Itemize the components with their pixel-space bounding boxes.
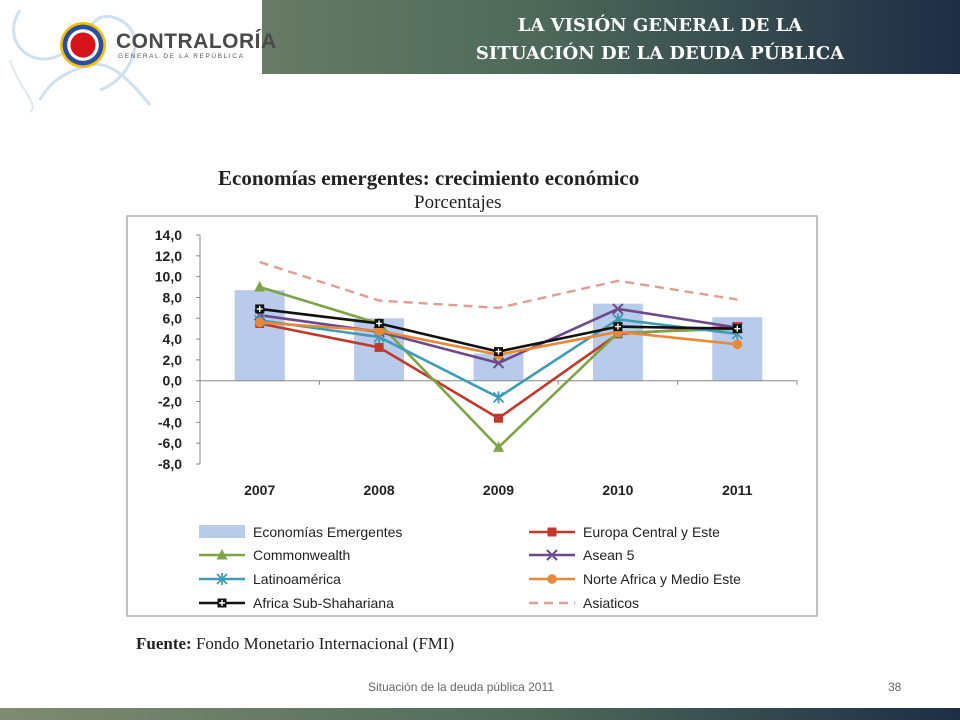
logo: CONTRALORÍA GENERAL DE LA REPÚBLICA: [0, 0, 276, 116]
footer-text: Situación de la deuda pública 2011: [368, 680, 554, 694]
legend-label-asean-5: Asean 5: [583, 547, 635, 563]
y-tick-label: 8,0: [163, 289, 183, 305]
footer-band: [0, 708, 960, 720]
bar-2007: [234, 290, 285, 381]
point-latinoam-rica-2009: [492, 391, 505, 404]
legend-marker-europa-central-y-este: [547, 527, 557, 537]
y-tick-label: -8,0: [158, 456, 182, 472]
point-europa-central-y-este-2008: [374, 342, 384, 352]
x-tick-label: 2007: [244, 482, 275, 498]
slide-title-line1: LA VISIÓN GENERAL DE LA: [517, 15, 803, 36]
point-asean-5-2010: [612, 303, 624, 315]
y-tick-label: 14,0: [155, 227, 182, 243]
x-tick-label: 2011: [722, 482, 753, 498]
point-asean-5-2009: [492, 357, 505, 369]
y-tick-label: 10,0: [155, 269, 182, 285]
chart-subtitle: Porcentajes: [414, 192, 502, 213]
logo-name: CONTRALORÍA: [116, 30, 277, 53]
x-tick-label: 2010: [602, 482, 633, 498]
point-norte-africa-y-medio-este-2011: [732, 339, 743, 350]
legend-label-norte-africa-y-medio-este: Norte Africa y Medio Este: [583, 571, 741, 587]
y-tick-label: 0,0: [163, 373, 183, 389]
logo-seal-icon: [60, 22, 106, 68]
point-commonwealth-2007: [254, 281, 266, 292]
y-tick-label: 2,0: [163, 352, 183, 368]
legend-label-africa-sub-shahariana: Africa Sub-Shahariana: [253, 595, 394, 611]
point-norte-africa-y-medio-este-2008: [374, 325, 384, 336]
y-tick-label: -2,0: [158, 394, 182, 410]
slide-title-line2: SITUACIÓN DE LA DEUDA PÚBLICA: [475, 43, 845, 64]
legend-marker-latinoam-rica: [216, 573, 228, 585]
legend-marker-commonwealth: [216, 549, 228, 560]
series-line-asiaticos: [259, 260, 738, 310]
point-africa-sub-shahariana-2011-cross: [734, 325, 741, 332]
y-tick-label: 12,0: [155, 248, 182, 264]
y-tick-label: 6,0: [163, 310, 183, 326]
point-norte-africa-y-medio-este-2007: [254, 317, 265, 328]
legend-marker-norte-africa-y-medio-este: [547, 574, 557, 584]
page-number: 38: [888, 680, 902, 694]
chart-title: Economías emergentes: crecimiento económ…: [218, 166, 640, 190]
point-africa-sub-shahariana-2010-cross: [614, 323, 621, 330]
chart-frame: [126, 215, 818, 617]
legend-label-econom-as-emergentes: Economías Emergentes: [253, 524, 402, 540]
y-tick-label: 4,0: [163, 331, 183, 347]
legend-label-commonwealth: Commonwealth: [253, 547, 350, 563]
x-tick-label: 2008: [364, 482, 395, 498]
y-tick-label: -6,0: [158, 435, 182, 451]
point-africa-sub-shahariana-2008-cross: [376, 320, 383, 327]
logo-subtitle: GENERAL DE LA REPÚBLICA: [118, 53, 245, 60]
point-africa-sub-shahariana-2009-cross: [495, 348, 502, 355]
point-africa-sub-shahariana-2007-cross: [256, 305, 263, 312]
slide-title: LA VISIÓN GENERAL DE LA SITUACIÓN DE LA …: [360, 12, 960, 68]
point-commonwealth-2009: [493, 441, 504, 452]
source-note: Fuente: Fondo Monetario Internacional (F…: [136, 634, 454, 654]
legend-marker-asean-5: [546, 549, 558, 561]
point-europa-central-y-este-2009: [494, 413, 503, 423]
legend-label-latinoam-rica: Latinoamérica: [253, 571, 341, 587]
source-text: Fondo Monetario Internacional (FMI): [195, 634, 455, 653]
legend-swatch-econom-as-emergentes: [199, 525, 245, 538]
legend-label-asiaticos: Asiaticos: [583, 595, 639, 611]
y-tick-label: -4,0: [158, 414, 182, 430]
legend-label-europa-central-y-este: Europa Central y Este: [583, 524, 720, 540]
x-tick-label: 2009: [483, 482, 514, 498]
legend-marker-africa-sub-shahariana-cross: [219, 600, 225, 606]
source-label: Fuente:: [136, 634, 192, 653]
